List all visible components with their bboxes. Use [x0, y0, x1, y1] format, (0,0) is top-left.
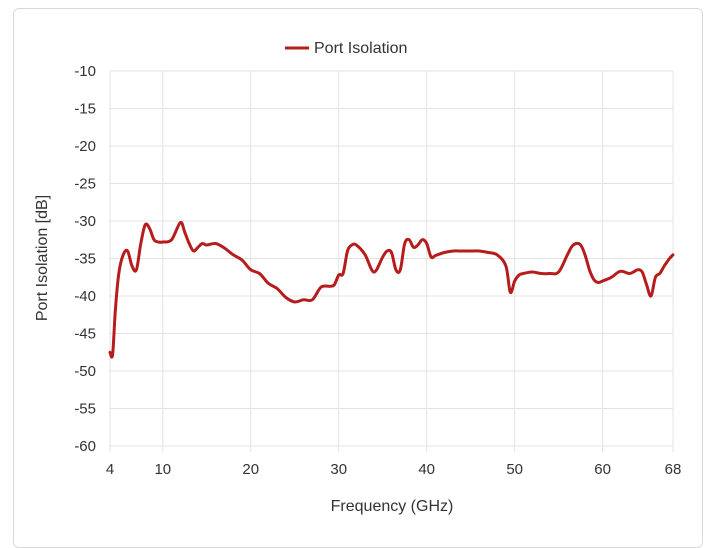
chart-svg: 4 10 20 30 40 50 60 68 -10 -15 -20 -25 -30 -35 -40 -45… — [34, 40, 682, 515]
y-axis-ticks: -10 -15 -20 -25 -30 -35 -40 -45 -50 -55 -60 — [74, 63, 96, 455]
y-tick-label: -55 — [74, 401, 96, 418]
y-axis-title: Port Isolation [dB] — [34, 195, 51, 321]
y-tick-label: -15 — [74, 101, 96, 118]
y-tick-label: -35 — [74, 251, 96, 268]
x-tick-label: 60 — [594, 461, 611, 478]
legend-label: Port Isolation — [314, 40, 407, 57]
y-tick-label: -40 — [74, 288, 96, 305]
y-tick-label: -10 — [74, 63, 96, 80]
chart-card — [13, 8, 703, 548]
y-tick-label: -30 — [74, 213, 96, 230]
y-tick-label: -20 — [74, 138, 96, 155]
y-tick-label: -45 — [74, 326, 96, 343]
x-tick-label: 30 — [330, 461, 347, 478]
x-tick-label: 10 — [154, 461, 171, 478]
x-tick-label: 40 — [418, 461, 435, 478]
legend: Port Isolation — [285, 40, 407, 57]
y-tick-label: -25 — [74, 176, 96, 193]
x-tick-label: 50 — [506, 461, 523, 478]
x-tick-label: 68 — [665, 461, 682, 478]
x-tick-label: 20 — [242, 461, 259, 478]
grid-lines — [109, 70, 674, 452]
x-axis-ticks: 4 10 20 30 40 50 60 68 — [106, 461, 682, 478]
x-tick-label: 4 — [106, 461, 114, 478]
y-tick-label: -60 — [74, 438, 96, 455]
x-axis-title: Frequency (GHz) — [331, 498, 454, 515]
y-tick-label: -50 — [74, 363, 96, 380]
series-line-port-isolation — [108, 220, 675, 359]
